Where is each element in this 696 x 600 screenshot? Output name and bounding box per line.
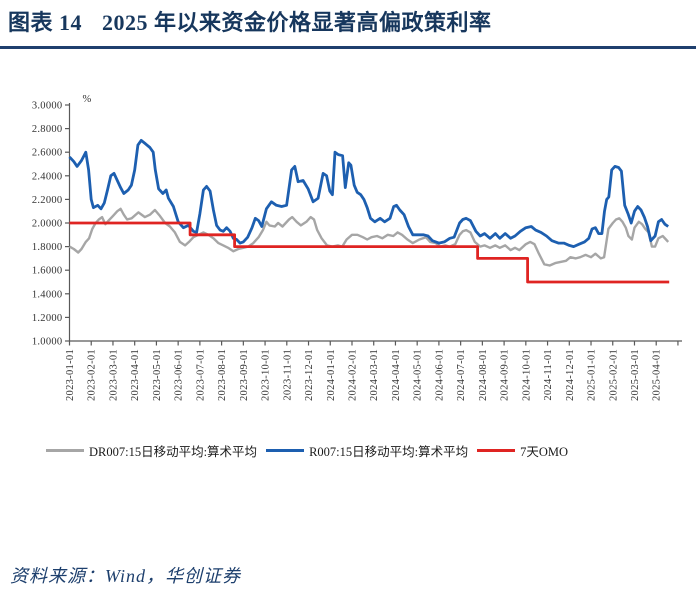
x-axis-tick-label: 2024-08-01 (478, 349, 489, 401)
y-axis-tick-label: 3.0000 (32, 101, 63, 112)
x-axis-tick-label: 2023-02-01 (87, 349, 98, 401)
x-axis-tick-label: 2023-11-01 (282, 349, 293, 401)
figure-title: 图表 14 2025 年以来资金价格显著高偏政策利率 (8, 5, 688, 37)
y-axis-tick-label: 1.6000 (32, 266, 63, 277)
y-axis-tick-label: 1.4000 (32, 289, 63, 300)
y-axis-tick-label: 2.2000 (32, 195, 63, 206)
x-axis-tick-label: 2025-02-01 (608, 349, 619, 401)
y-axis-tick-label: 2.6000 (32, 148, 63, 159)
x-axis-tick-label: 2023-05-01 (152, 349, 163, 401)
y-axis-tick-label: 1.0000 (32, 337, 63, 348)
x-axis-tick-label: 2023-08-01 (217, 349, 228, 401)
x-axis-tick-label: 2023-09-01 (239, 349, 250, 401)
x-axis-tick-label: 2024-12-01 (565, 349, 576, 401)
legend-label-r007: R007:15日移动平均:算术平均 (309, 445, 469, 459)
x-axis-tick-label: 2025-03-01 (630, 349, 641, 401)
x-axis-tick-label: 2023-07-01 (195, 349, 206, 401)
legend-item-omo: 7天OMO (477, 441, 568, 460)
x-axis-tick-label: 2024-07-01 (456, 349, 467, 401)
x-axis-tick-label: 2023-04-01 (130, 349, 141, 401)
x-axis-tick-label: 2023-01-01 (65, 349, 76, 401)
x-axis-tick-label: 2024-09-01 (500, 349, 511, 401)
omo-line-swatch (477, 448, 516, 453)
dr007-line-swatch (46, 448, 84, 453)
chart-legend: DR007:15日移动平均:算术平均 R007:15日移动平均:算术平均 7天O… (46, 441, 666, 460)
x-axis-tick-label: 2023-03-01 (108, 349, 119, 401)
series-line-omo7d (69, 221, 670, 284)
title-divider-rule (0, 46, 696, 49)
legend-label-omo: 7天OMO (520, 445, 569, 459)
x-axis-tick-label: 2024-06-01 (434, 349, 445, 401)
legend-item-r007: R007:15日移动平均:算术平均 (266, 441, 468, 460)
y-axis-tick-label: 1.2000 (32, 313, 63, 324)
x-axis-tick-label: 2024-02-01 (347, 349, 358, 401)
x-axis-tick-label: 2025-01-01 (587, 349, 598, 401)
figure-title-text: 2025 年以来资金价格显著高偏政策利率 (102, 10, 492, 35)
y-axis-tick-label: 1.8000 (32, 242, 63, 253)
x-axis-tick-label: 2023-12-01 (304, 349, 315, 401)
x-axis-tick-label: 2024-11-01 (543, 349, 554, 401)
series-line-dr007 (68, 207, 670, 267)
x-axis-tick-label: 2025-04-01 (652, 349, 663, 401)
y-axis-tick-label: 2.8000 (32, 124, 63, 135)
x-axis-tick-label: 2024-03-01 (369, 349, 380, 401)
series-line-r007 (68, 138, 670, 249)
x-axis-tick-label: 2023-10-01 (261, 349, 272, 401)
legend-label-dr007: DR007:15日移动平均:算术平均 (89, 445, 258, 459)
y-axis-tick-label: 2.0000 (32, 219, 63, 230)
figure-number-label: 图表 14 (8, 10, 83, 35)
x-axis-tick-label: 2024-01-01 (326, 349, 337, 401)
source-note: 资料来源：Wind，华创证券 (10, 566, 242, 586)
x-axis-tick-label: 2024-04-01 (391, 349, 402, 401)
r007-line-swatch (266, 448, 305, 453)
legend-item-dr007: DR007:15日移动平均:算术平均 (46, 441, 257, 460)
x-axis-tick-label: 2024-10-01 (521, 349, 532, 401)
x-axis-tick-label: 2023-06-01 (174, 349, 185, 401)
x-axis-tick-label: 2024-05-01 (413, 349, 424, 401)
y-axis-unit-label: % (83, 94, 92, 105)
y-axis-tick-label: 2.4000 (32, 171, 63, 182)
